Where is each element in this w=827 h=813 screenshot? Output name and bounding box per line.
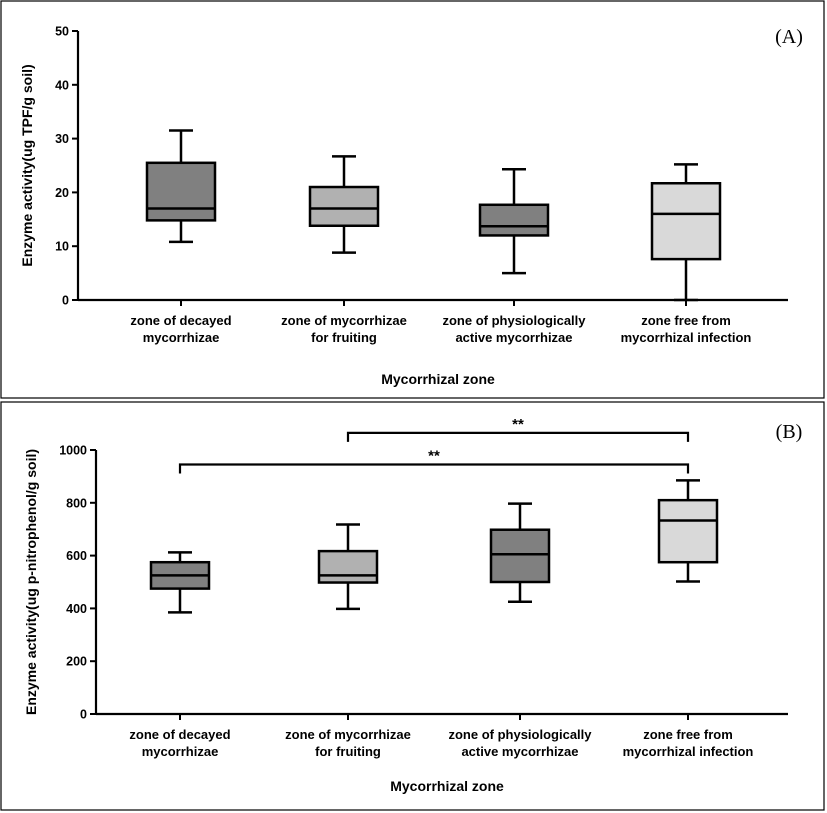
panel-label: (A) — [775, 26, 803, 48]
box-iqr — [650, 182, 722, 261]
box-plot-4 — [650, 163, 722, 302]
x-category-label: active mycorrhizae — [455, 330, 572, 345]
box-plot-3 — [489, 502, 551, 604]
x-category-label: mycorrhizae — [143, 330, 220, 345]
x-category-label: zone of decayed — [129, 727, 230, 742]
y-tick-label: 0 — [80, 708, 87, 722]
y-tick-label: 0 — [62, 294, 69, 308]
y-tick-label: 10 — [55, 240, 69, 254]
chart-panel-b: 0 200 400 600 800 1000 zone of decayed mycorrhi… — [23, 416, 802, 794]
x-category-label: zone of physiologically — [442, 313, 586, 328]
y-tick-label: 1000 — [59, 444, 87, 458]
box-iqr — [317, 549, 379, 584]
box-plot-3 — [478, 168, 550, 275]
y-tick-label: 600 — [66, 549, 87, 563]
panel-label: (B) — [776, 421, 803, 443]
y-tick-label: 40 — [55, 78, 69, 92]
box-iqr — [145, 161, 217, 222]
box-iqr — [657, 498, 719, 564]
y-axis-title: Enzyme activity(ug p-nitrophenol/g soil) — [23, 449, 39, 715]
x-category-label: zone of physiologically — [448, 727, 592, 742]
x-axis-title: Mycorrhizal zone — [381, 371, 495, 387]
x-category-label: zone free from — [641, 313, 731, 328]
box-iqr — [308, 185, 380, 228]
x-category-label: zone of decayed — [130, 313, 231, 328]
box-plot-4 — [657, 479, 719, 583]
x-category-label: mycorrhizal infection — [621, 330, 752, 345]
y-axis-title: Enzyme activity(ug TPF/g soil) — [19, 64, 35, 266]
box-plot-1 — [145, 129, 217, 244]
box-plot-2 — [317, 523, 379, 611]
x-category-label: mycorrhizal infection — [623, 744, 754, 759]
y-tick-label: 50 — [55, 25, 69, 39]
y-tick-label: 200 — [66, 655, 87, 669]
significance-bracket — [346, 431, 690, 442]
y-tick-label: 400 — [66, 602, 87, 616]
y-tick-label: 800 — [66, 496, 87, 510]
significance-bracket — [178, 463, 690, 474]
y-tick-label: 20 — [55, 186, 69, 200]
x-category-label: for fruiting — [315, 744, 381, 759]
panel-a-frame — [0, 0, 825, 399]
panel-b-frame — [0, 401, 825, 811]
chart-panel-a: 0 10 20 30 40 50 zone of decayed mycorrhizae zon… — [19, 25, 803, 388]
x-category-label: zone of mycorrhizae — [285, 727, 411, 742]
box-plot-1 — [149, 551, 211, 614]
box-iqr — [478, 203, 550, 237]
x-category-label: zone of mycorrhizae — [281, 313, 407, 328]
box-iqr — [489, 528, 551, 584]
x-category-label: zone free from — [643, 727, 733, 742]
x-category-label: mycorrhizae — [142, 744, 219, 759]
x-category-label: active mycorrhizae — [461, 744, 578, 759]
significance-label: ** — [428, 448, 440, 465]
x-axis-title: Mycorrhizal zone — [390, 778, 504, 794]
x-category-label: for fruiting — [311, 330, 377, 345]
box-plot-2 — [308, 155, 380, 254]
y-tick-label: 30 — [55, 132, 69, 146]
significance-label: ** — [512, 416, 524, 433]
